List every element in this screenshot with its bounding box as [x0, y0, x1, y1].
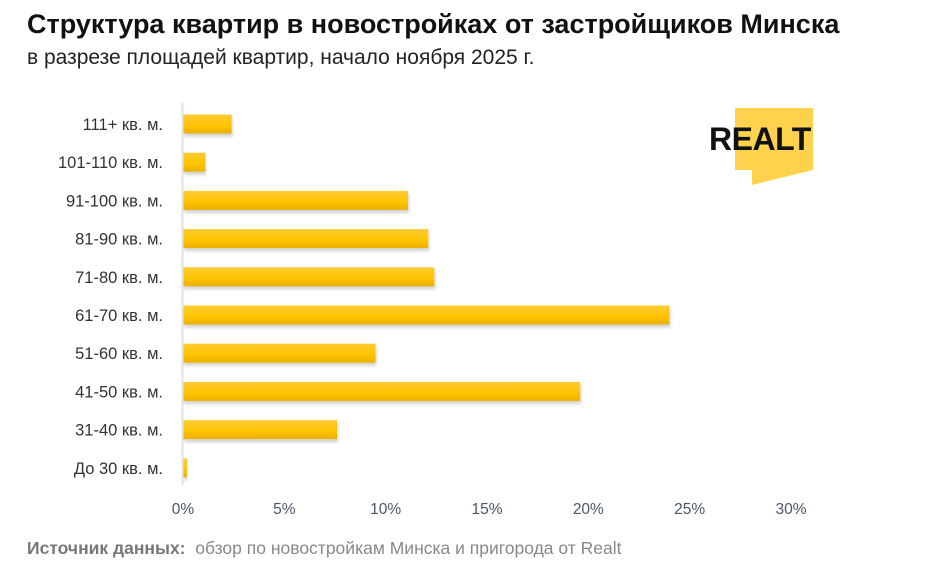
- bar: [183, 114, 232, 134]
- category-label: 111+ кв. м.: [83, 116, 163, 134]
- category-label: 61-70 кв. м.: [75, 307, 163, 325]
- x-tick-label: 30%: [775, 501, 806, 518]
- category-label: До 30 кв. м.: [74, 460, 163, 478]
- category-label: 91-100 кв. м.: [66, 192, 163, 210]
- category-label: 31-40 кв. м.: [75, 422, 163, 440]
- bar: [183, 343, 376, 363]
- x-tick-label: 25%: [674, 501, 705, 518]
- x-tick-label: 10%: [370, 501, 401, 518]
- category-label: 101-110 кв. м.: [58, 154, 163, 172]
- category-label: 71-80 кв. м.: [75, 269, 163, 287]
- bar: [183, 229, 429, 249]
- bar: [183, 152, 206, 172]
- bar: [183, 305, 670, 325]
- bar: [183, 267, 435, 287]
- bar: [183, 190, 408, 210]
- chart-title: Структура квартир в новостройках от заст…: [27, 9, 840, 39]
- x-tick-label: 0%: [172, 501, 195, 518]
- source-note: Источник данных: обзор по новостройкам М…: [27, 538, 621, 559]
- realt-logo: REALT: [709, 108, 813, 185]
- bar: [183, 381, 581, 401]
- category-label: 41-50 кв. м.: [75, 383, 163, 401]
- bar: [183, 420, 338, 440]
- bar: [183, 458, 188, 478]
- category-label: 81-90 кв. м.: [75, 231, 163, 249]
- source-text: обзор по новостройкам Минска и пригорода…: [195, 538, 622, 558]
- svg-text:REALT: REALT: [709, 121, 812, 157]
- x-tick-label: 5%: [273, 501, 296, 518]
- category-label: 51-60 кв. м.: [75, 345, 163, 363]
- x-tick-label: 20%: [573, 501, 604, 518]
- source-label: Источник данных:: [27, 538, 186, 558]
- x-tick-label: 15%: [471, 501, 502, 518]
- chart-subtitle: в разрезе площадей квартир, начало ноябр…: [27, 46, 535, 69]
